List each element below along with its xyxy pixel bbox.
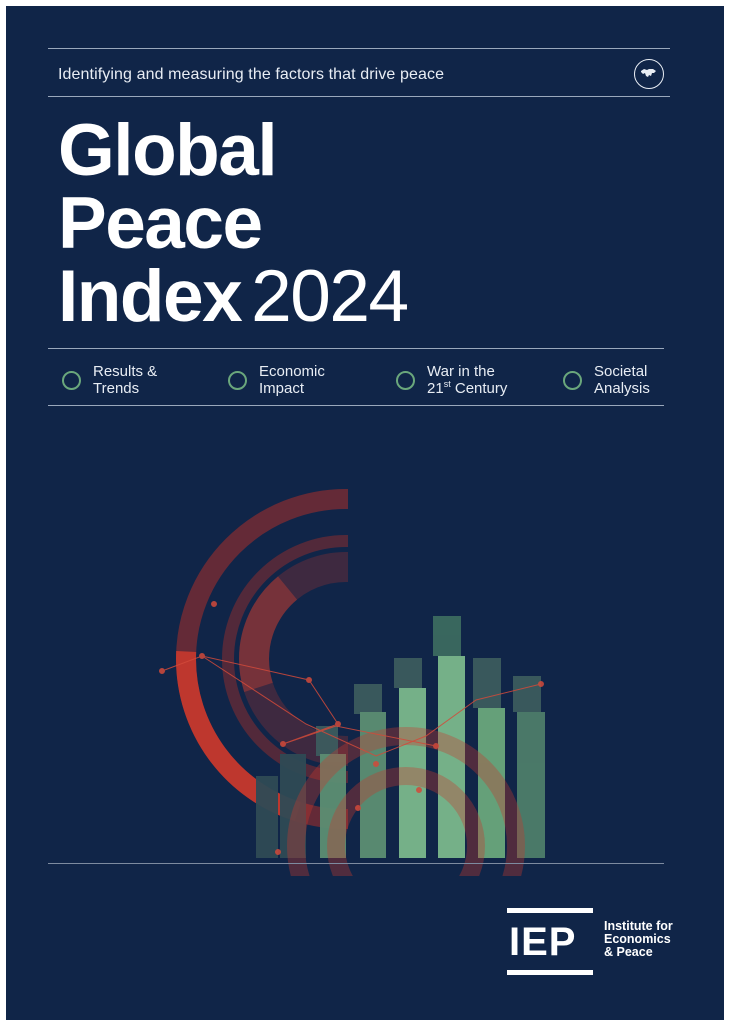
title-word-index: Index: [58, 256, 243, 337]
tagline: Identifying and measuring the factors th…: [58, 66, 445, 83]
logo-bar-top: [507, 908, 593, 913]
title-line-3: Index 2024: [58, 260, 409, 333]
network-graphic: [159, 601, 544, 855]
section-label: Results & Trends: [93, 363, 158, 397]
logo-letters: IEP: [509, 920, 577, 964]
bar-graphic: [256, 616, 545, 858]
top-rule: [48, 48, 670, 49]
title-year: 2024: [251, 256, 409, 337]
baseline-rule: [48, 863, 664, 864]
overlay-rings: [287, 727, 525, 876]
ring-icon: [228, 370, 247, 390]
section-results-trends: Results & Trends: [62, 358, 157, 402]
world-map-icon: [634, 59, 664, 89]
section-label: Societal Analysis: [594, 363, 650, 397]
logo-bar-bottom: [507, 970, 593, 975]
title-line-1: Global: [58, 110, 278, 191]
title-line-2: Peace: [58, 183, 263, 264]
section-label: Economic Impact: [259, 363, 325, 397]
ring-icon: [396, 370, 415, 390]
section-war-21st-century: War in the 21st Century: [396, 358, 507, 402]
section-label-sup: st: [443, 379, 451, 389]
section-label-main: War in the 21: [427, 363, 495, 397]
report-cover: Identifying and measuring the factors th…: [6, 6, 724, 1020]
publisher-name: Institute for Economics & Peace: [604, 919, 673, 959]
header-rule: [48, 96, 670, 97]
sections-top-rule: [48, 348, 664, 349]
section-label-tail: Century: [450, 380, 508, 397]
ring-icon: [563, 370, 582, 390]
section-societal-analysis: Societal Analysis: [563, 358, 650, 402]
ring-icon: [62, 370, 81, 390]
report-title: Global Peace Index 2024: [58, 110, 409, 333]
section-label: War in the 21st Century: [427, 363, 507, 397]
sections-bottom-rule: [48, 405, 664, 406]
section-economic-impact: Economic Impact: [228, 358, 325, 402]
cover-illustration: [48, 489, 664, 876]
iep-logo: IEP: [507, 908, 593, 976]
